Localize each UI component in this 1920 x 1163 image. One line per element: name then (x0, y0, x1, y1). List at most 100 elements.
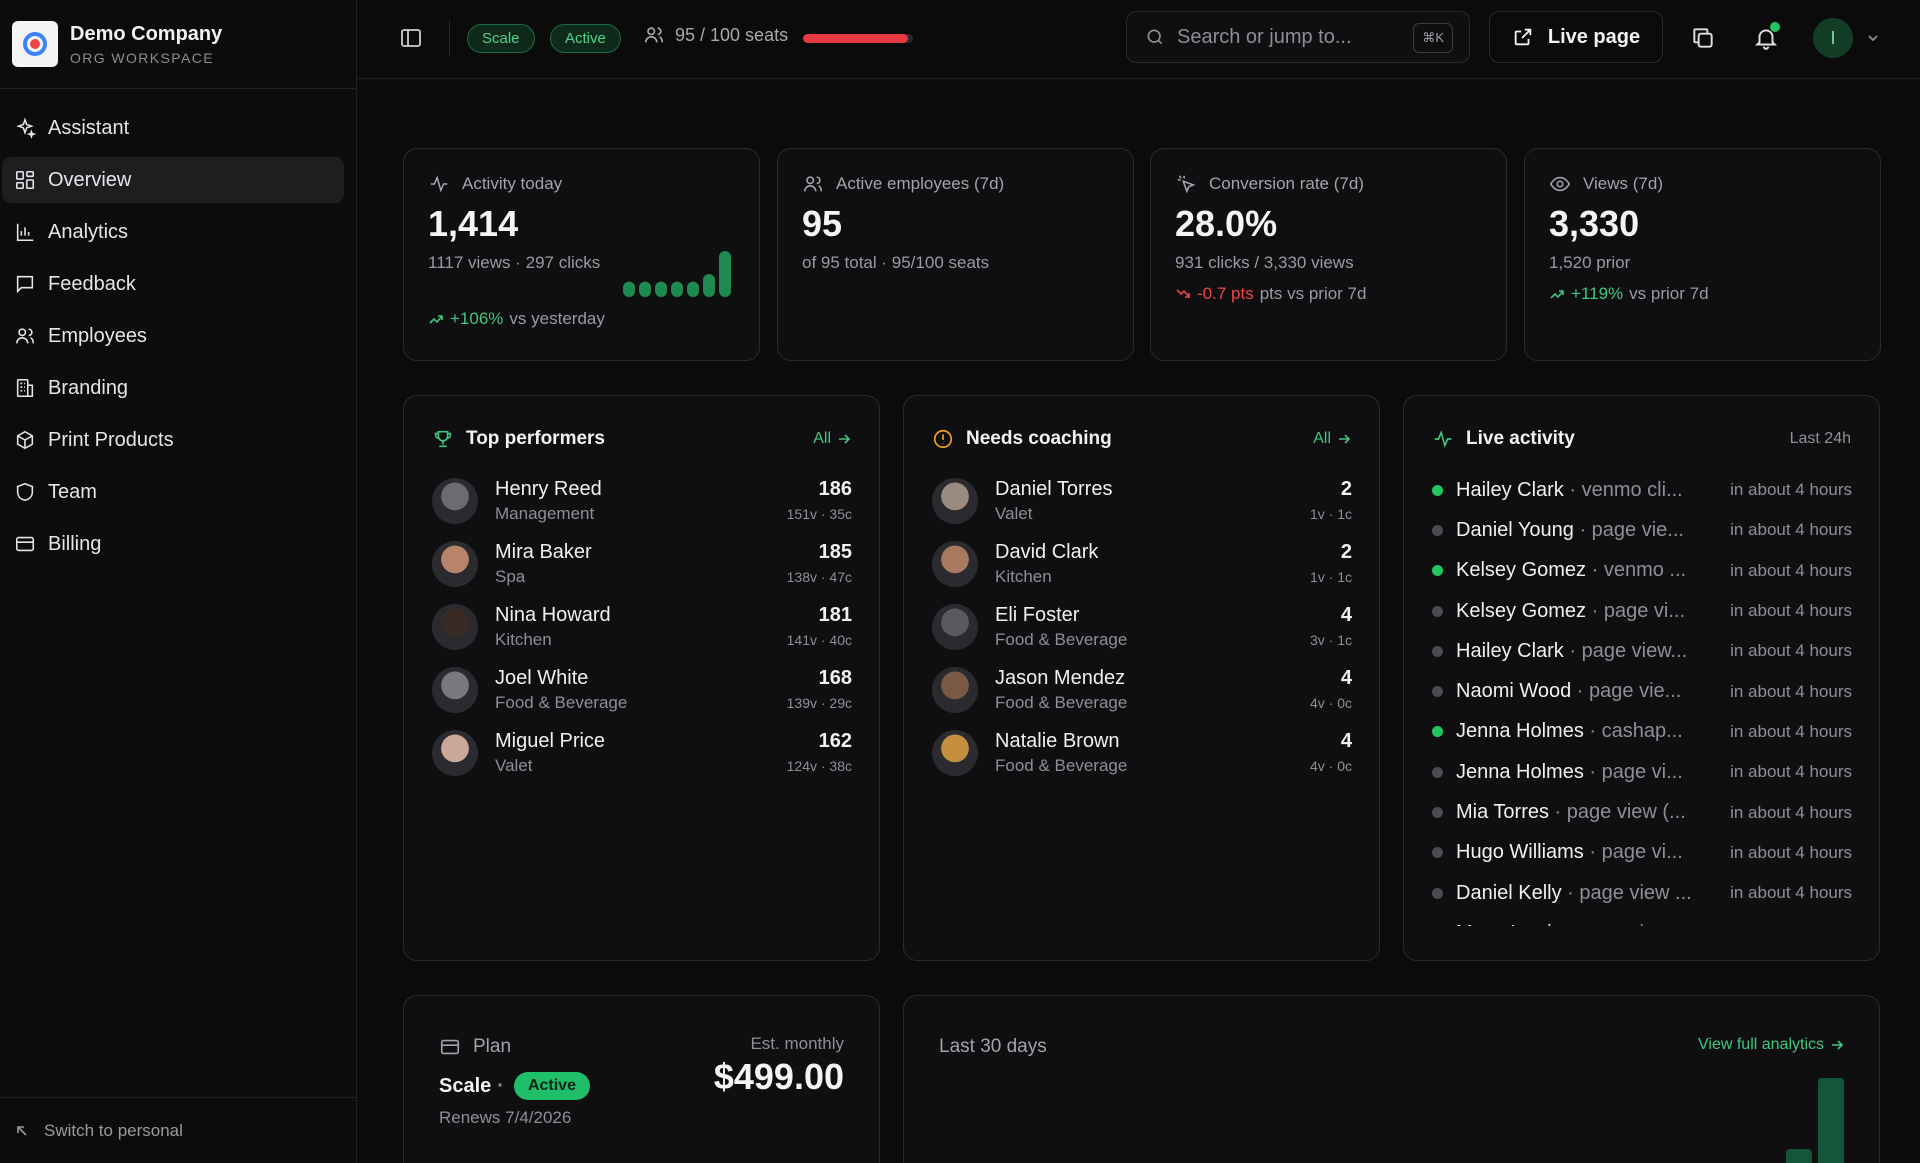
activity-row[interactable]: Naomi Wood · page vie... in about 4 hours (1432, 671, 1852, 711)
stat-subtext: of 95 total · 95/100 seats (802, 253, 990, 272)
cursor-click-icon (1177, 175, 1196, 194)
sidebar-item-feedback[interactable]: Feedback (2, 261, 344, 307)
person-name: Henry Reed (495, 478, 602, 500)
activity-status-dot (1432, 645, 1443, 657)
person-row[interactable]: Mira Baker Spa 185 138v · 47c (432, 541, 852, 597)
person-row[interactable]: Eli Foster Food & Beverage 4 3v · 1c (932, 604, 1352, 660)
activity-kind: page vi... (1601, 841, 1683, 864)
last-30-days-card: Last 30 days View full analytics (903, 995, 1880, 1163)
person-score: 2 (1340, 541, 1352, 563)
sidebar-item-analytics[interactable]: Analytics (2, 209, 344, 255)
plan-name: Scale · Active (439, 1072, 590, 1100)
activity-row[interactable]: Daniel Kelly · page view ... in about 4 h… (1432, 873, 1852, 913)
activity-feed[interactable]: Hailey Clark · venmo cli... in about 4 ho… (1432, 470, 1852, 926)
sparkbar (687, 281, 699, 297)
stat-label-text: Activity today (462, 174, 563, 193)
live-page-button[interactable]: Live page (1489, 11, 1663, 63)
view-full-analytics-label: View full analytics (1698, 1036, 1824, 1053)
trophy-icon (434, 430, 452, 448)
plan-est-label: Est. monthly (750, 1034, 844, 1053)
activity-row[interactable]: Mia Torres · page view (... in about 4 ho… (1432, 792, 1852, 832)
sidebar-item-team[interactable]: Team (2, 469, 344, 515)
activity-time: in about 4 hours (1730, 480, 1852, 500)
person-department: Kitchen (495, 630, 552, 649)
avatar (932, 604, 978, 650)
activity-time: in about 4 hours (1730, 883, 1852, 903)
activity-separator: · (1549, 801, 1567, 824)
shield-icon (16, 482, 34, 502)
person-score: 4 (1340, 730, 1352, 752)
activity-name: Hailey Clark (1456, 639, 1564, 662)
sidebar-item-label: Branding (48, 376, 129, 399)
sidebar-item-label: Analytics (48, 220, 129, 243)
sidebar-item-assistant[interactable]: Assistant (2, 105, 344, 151)
sparkbar (703, 274, 715, 297)
activity-row[interactable]: Hailey Clark · page view... in about 4 ho… (1432, 631, 1852, 671)
activity-row[interactable]: Hailey Clark · venmo cli... in about 4 ho… (1432, 470, 1852, 510)
person-row[interactable]: Miguel Price Valet 162 124v · 38c (432, 730, 852, 786)
person-row[interactable]: Natalie Brown Food & Beverage 4 4v · 0c (932, 730, 1352, 786)
sidebar-item-print-products[interactable]: Print Products (2, 417, 344, 463)
person-name: Mira Baker (495, 541, 592, 563)
activity-row[interactable]: Kelsey Gomez · page vi... in about 4 hour… (1432, 591, 1852, 631)
stat-trend-value: +106% (450, 309, 504, 328)
avatar (432, 478, 478, 524)
user-avatar[interactable]: I (1813, 18, 1853, 58)
workspace-switcher[interactable]: Demo Company ORG WORKSPACE (0, 0, 356, 89)
view-full-analytics-link[interactable]: View full analytics (1698, 1036, 1844, 1054)
sidebar-item-billing[interactable]: Billing (2, 521, 344, 567)
arrow-right-icon (839, 434, 851, 444)
chevron-down-icon[interactable] (1865, 30, 1881, 46)
activity-row[interactable]: Kelsey Gomez · venmo ... in about 4 hours (1432, 551, 1852, 591)
activity-row[interactable]: Jenna Holmes · cashap... in about 4 hours (1432, 712, 1852, 752)
search-input[interactable]: Search or jump to... ⌘K (1126, 11, 1470, 63)
toggle-sidebar-icon[interactable] (399, 26, 423, 50)
stat-label: Views (7d) (1549, 173, 1663, 195)
activity-row[interactable]: Daniel Young · page vie... in about 4 hou… (1432, 510, 1852, 550)
person-score: 162 (818, 730, 852, 752)
sidebar-item-label: Assistant (48, 116, 130, 139)
person-row[interactable]: Henry Reed Management 186 151v · 35c (432, 478, 852, 534)
activity-row[interactable]: Hugo Williams · page vi... in about 4 hou… (1432, 833, 1852, 873)
sidebar-item-branding[interactable]: Branding (2, 365, 344, 411)
top-performers-all-link[interactable]: All (813, 430, 851, 448)
activity-status-dot (1432, 847, 1443, 859)
person-name: David Clark (995, 541, 1099, 563)
person-department: Food & Beverage (995, 756, 1128, 775)
copy-icon[interactable] (1690, 25, 1716, 51)
person-row[interactable]: Nina Howard Kitchen 181 141v · 40c (432, 604, 852, 660)
top-performers-card: Top performers All Henry Reed Management 1… (403, 395, 880, 961)
person-department: Kitchen (995, 567, 1052, 586)
arrow-up-left-icon (17, 1125, 27, 1136)
divider (449, 20, 450, 56)
activity-separator: · (1562, 922, 1580, 926)
avatar (432, 604, 478, 650)
topbar: Scale Active 95 / 100 seats Search or ju… (357, 0, 1920, 79)
sidebar-item-overview[interactable]: Overview (2, 157, 344, 203)
activity-kind: cashap... (1601, 720, 1683, 743)
alert-circle-icon (933, 429, 953, 449)
person-department: Management (495, 504, 595, 523)
activity-row[interactable]: Jenna Holmes · page vi... in about 4 hour… (1432, 752, 1852, 792)
sidebar-item-employees[interactable]: Employees (2, 313, 344, 359)
trending-up-icon (1550, 290, 1564, 299)
activity-row[interactable]: Maya Lewis · page view... in about 4 hour… (1432, 913, 1852, 926)
bell-icon[interactable] (1753, 25, 1779, 51)
activity-name: Kelsey Gomez (1456, 599, 1587, 622)
switch-to-personal-button[interactable]: Switch to personal (0, 1097, 356, 1163)
credit-card-icon (440, 1039, 460, 1055)
person-row[interactable]: Daniel Torres Valet 2 1v · 1c (932, 478, 1352, 534)
person-row[interactable]: Joel White Food & Beverage 168 139v · 29c (432, 667, 852, 723)
activity-time: in about 4 hours (1730, 842, 1852, 862)
person-row[interactable]: David Clark Kitchen 2 1v · 1c (932, 541, 1352, 597)
avatar (932, 667, 978, 713)
plan-price: $499.00 (713, 1056, 844, 1097)
person-department: Food & Beverage (995, 630, 1128, 649)
person-name: Eli Foster (995, 604, 1080, 626)
notification-dot (1770, 22, 1780, 32)
person-row[interactable]: Jason Mendez Food & Beverage 4 4v · 0c (932, 667, 1352, 723)
stat-label-text: Views (7d) (1583, 174, 1663, 193)
activity-sparkbars (623, 251, 731, 297)
sparkbar (655, 281, 667, 297)
needs-coaching-all-link[interactable]: All (1313, 430, 1351, 448)
